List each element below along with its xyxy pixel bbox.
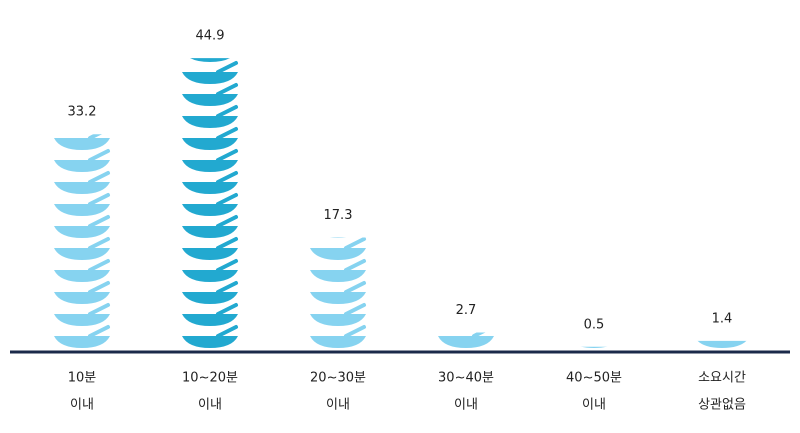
spoon xyxy=(730,327,748,336)
bowl xyxy=(182,160,238,172)
bowl xyxy=(190,58,230,62)
bowl xyxy=(581,346,607,348)
x-tick-label: 소요시간 xyxy=(698,371,746,386)
spoon xyxy=(344,259,366,272)
bowl xyxy=(182,94,238,106)
spoon xyxy=(216,281,238,294)
bowl-stack xyxy=(581,305,620,348)
spoon xyxy=(216,237,238,250)
spoon xyxy=(602,305,620,314)
spoon xyxy=(88,237,110,250)
spoon xyxy=(88,303,110,316)
value-label: 33.2 xyxy=(68,105,97,120)
bowl xyxy=(697,340,747,348)
x-tick-label: 상관없음 xyxy=(698,398,746,413)
bowl xyxy=(54,270,110,282)
spoon xyxy=(216,171,238,184)
bowl xyxy=(182,314,238,326)
spoon xyxy=(88,171,110,184)
spoon xyxy=(216,149,238,162)
bowl xyxy=(182,248,238,260)
bowl xyxy=(182,204,238,216)
bowl xyxy=(182,336,238,348)
spoon xyxy=(344,325,366,338)
bowl xyxy=(310,336,366,348)
bowl xyxy=(54,248,110,260)
spoon xyxy=(88,259,110,272)
spoon xyxy=(602,327,620,336)
x-tick-label: 이내 xyxy=(582,398,606,413)
bowl xyxy=(182,182,238,194)
x-tick-label: 20~30분 xyxy=(310,371,366,386)
bowl xyxy=(310,292,366,304)
spoon xyxy=(474,305,492,314)
bowl xyxy=(182,116,238,128)
spoon xyxy=(216,325,238,338)
bowl xyxy=(182,72,238,84)
spoon xyxy=(216,193,238,206)
bowl xyxy=(54,226,110,238)
value-label: 44.9 xyxy=(196,29,225,44)
bowl xyxy=(54,182,110,194)
x-tick-label: 10분 xyxy=(68,371,97,386)
spoon xyxy=(216,259,238,272)
bowl xyxy=(54,138,110,150)
spoon xyxy=(346,195,364,204)
value-label: 17.3 xyxy=(324,208,353,223)
bowl-stack xyxy=(697,305,748,348)
bowl-stack xyxy=(310,195,366,348)
bowl xyxy=(438,336,494,348)
value-label: 0.5 xyxy=(584,317,605,332)
bowl-stack xyxy=(438,305,494,348)
spoon xyxy=(88,193,110,206)
bowl xyxy=(182,138,238,150)
bowl-stack xyxy=(182,19,238,348)
spoon xyxy=(218,19,236,28)
spoon xyxy=(344,281,366,294)
value-label: 1.4 xyxy=(712,311,733,326)
spoon xyxy=(472,332,486,338)
spoon xyxy=(216,105,238,118)
spoon xyxy=(88,281,110,294)
bowl xyxy=(182,292,238,304)
x-tick-label: 10~20분 xyxy=(182,371,238,386)
bowl xyxy=(54,204,110,216)
x-tick-label: 이내 xyxy=(198,398,222,413)
bowl xyxy=(330,237,346,238)
spoon xyxy=(216,83,238,96)
bowl xyxy=(54,314,110,326)
x-tick-label: 이내 xyxy=(454,398,478,413)
spoon xyxy=(344,237,366,250)
value-label: 2.7 xyxy=(456,303,477,318)
bowl xyxy=(310,270,366,282)
spoon xyxy=(344,303,366,316)
bowl xyxy=(54,336,110,348)
x-tick-label: 40~50분 xyxy=(566,371,622,386)
bowl xyxy=(310,314,366,326)
spoon xyxy=(216,303,238,316)
bowl xyxy=(54,292,110,304)
spoon xyxy=(216,61,238,74)
spoon xyxy=(88,215,110,228)
spoon xyxy=(88,134,103,140)
bowl xyxy=(310,248,366,260)
spoon xyxy=(88,149,110,162)
bowl xyxy=(182,226,238,238)
x-tick-label: 30~40분 xyxy=(438,371,494,386)
bowl xyxy=(182,270,238,282)
spoon xyxy=(88,325,110,338)
x-tick-label: 이내 xyxy=(326,398,350,413)
x-tick-label: 이내 xyxy=(70,398,94,413)
bowl-stack xyxy=(54,134,110,348)
spoon xyxy=(730,305,748,314)
spoon xyxy=(216,127,238,140)
bowl xyxy=(54,160,110,172)
spoon xyxy=(216,215,238,228)
